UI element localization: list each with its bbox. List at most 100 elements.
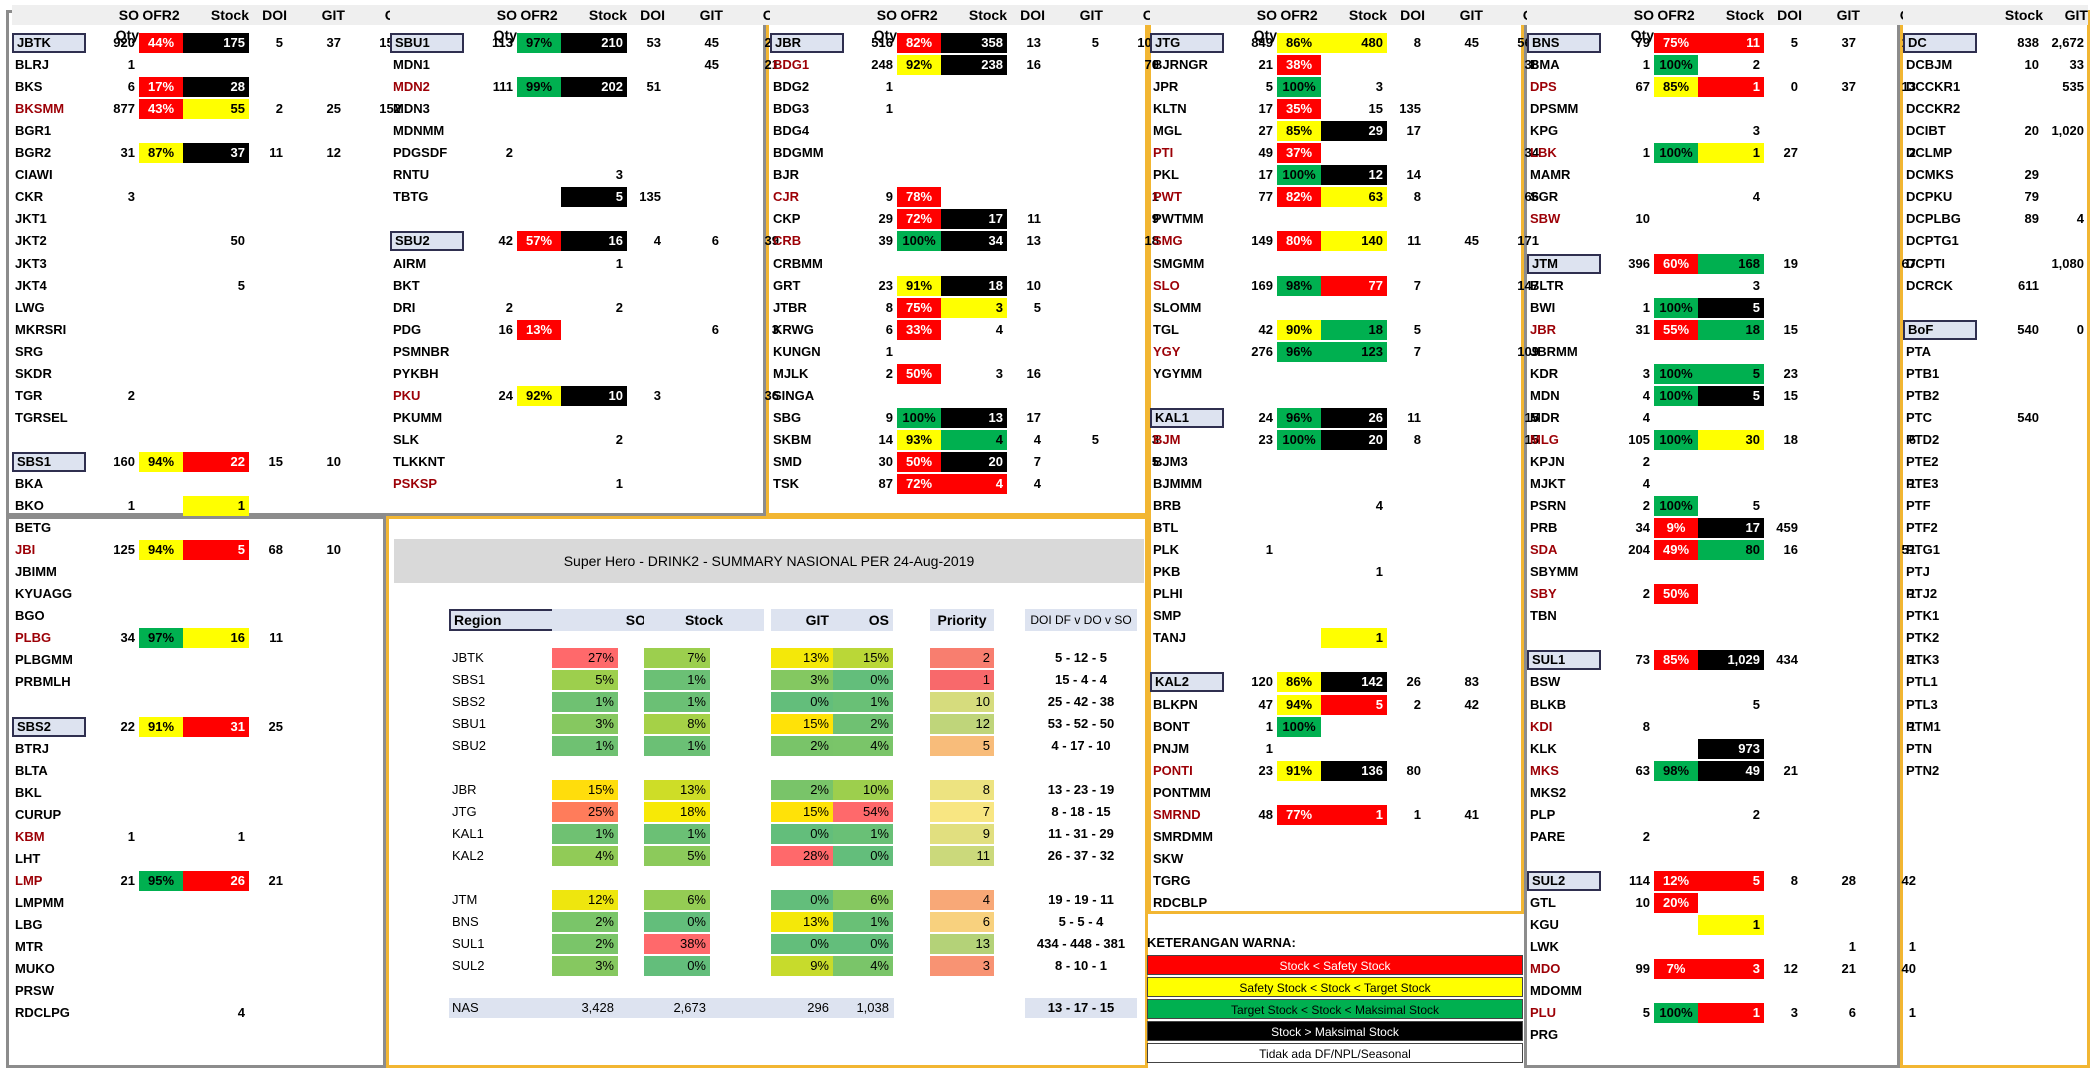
table-row: MKS 63 98% 49 21 bbox=[1527, 760, 1920, 781]
table-row: RNTU 3 bbox=[390, 165, 783, 185]
cell-o bbox=[1654, 695, 1698, 715]
summary-pr: 6 bbox=[930, 912, 994, 932]
branch-name: PRBMLH bbox=[15, 674, 71, 690]
table-row: BJR bbox=[770, 165, 1163, 185]
cell-s bbox=[1321, 386, 1387, 406]
cell-d bbox=[1764, 606, 1802, 626]
cell-so bbox=[470, 276, 517, 296]
legend-item: Target Stock < Stock < Maksimal Stock bbox=[1147, 999, 1523, 1019]
cell-d bbox=[249, 55, 287, 75]
cell-so: 67 bbox=[1635, 79, 1650, 95]
header-g: GIT bbox=[2064, 7, 2088, 23]
cell-d: 3 bbox=[1790, 1005, 1798, 1021]
cell-d bbox=[1387, 254, 1425, 274]
branch-name bbox=[1527, 628, 1607, 648]
cell-s: 838 bbox=[2017, 35, 2039, 50]
table-row: TANJ 1 bbox=[1150, 628, 1543, 649]
summary-so: 3% bbox=[552, 956, 618, 976]
cell-o bbox=[1654, 209, 1698, 229]
cell-o bbox=[1654, 672, 1698, 692]
branch-name: BLKB bbox=[1530, 696, 1567, 712]
cell-s: 5 bbox=[1698, 363, 1764, 384]
color-legend: KETERANGAN WARNA: Stock < Safety Stock Sa… bbox=[1147, 933, 1523, 1063]
table-row: PTE3 bbox=[1903, 474, 2088, 494]
branch-name: TLKKNT bbox=[393, 453, 445, 469]
cell-os bbox=[345, 496, 405, 516]
cell-d: 4 bbox=[653, 233, 661, 249]
branch-name: KRWG bbox=[773, 321, 814, 337]
summary-git: 28% bbox=[771, 846, 833, 866]
cell-g bbox=[2043, 474, 2088, 494]
summary-git: 0% bbox=[771, 824, 833, 844]
cell-s bbox=[1983, 342, 2043, 362]
cell-o: 100% bbox=[1277, 716, 1321, 737]
cell-o: 94% bbox=[139, 451, 183, 472]
cell-o bbox=[1654, 408, 1698, 428]
cell-so bbox=[92, 209, 139, 229]
table-row: PTI 49 37% 34 bbox=[1150, 143, 1543, 164]
cell-so bbox=[92, 408, 139, 428]
table-row: YGYMM bbox=[1150, 364, 1543, 384]
cell-d bbox=[249, 231, 287, 251]
cell-so: 5 bbox=[1265, 79, 1273, 95]
table-row: SINGA bbox=[770, 386, 1163, 406]
cell-so bbox=[850, 165, 897, 185]
cell-so bbox=[92, 849, 139, 869]
cell-o bbox=[1277, 540, 1321, 560]
cell-o bbox=[139, 298, 183, 318]
cell-os bbox=[1860, 893, 1920, 913]
cell-so: 248 bbox=[871, 57, 893, 73]
cell-s: 16 bbox=[561, 231, 627, 252]
cell-o: 9% bbox=[1654, 518, 1698, 539]
cell-d bbox=[1387, 628, 1425, 648]
cell-g bbox=[287, 959, 345, 979]
cell-s: 34 bbox=[941, 231, 1007, 252]
cell-d bbox=[627, 99, 665, 119]
cell-d: 4 bbox=[1033, 476, 1041, 491]
cell-g bbox=[1045, 276, 1103, 296]
cell-o bbox=[897, 342, 941, 362]
branch-name: PDGSDF bbox=[393, 145, 448, 161]
branch-name: PTK3 bbox=[1906, 652, 1940, 668]
cell-so: 42 bbox=[498, 233, 513, 249]
cell-g bbox=[1045, 55, 1103, 75]
table-row: LBG bbox=[12, 915, 405, 935]
cell-d bbox=[249, 386, 287, 406]
cell-so bbox=[1230, 518, 1277, 538]
cell-g: 37 bbox=[1841, 35, 1856, 50]
summary-st: 1% bbox=[644, 692, 710, 712]
panel-header: SO QtyOFR2StockDOIGITOS bbox=[1150, 5, 1543, 43]
cell-g: 45 bbox=[1464, 35, 1479, 50]
header-so: SO Qty bbox=[493, 7, 517, 43]
branch-name: CIAWI bbox=[15, 167, 53, 183]
cell-g bbox=[1802, 276, 1860, 296]
branch-name: BMA bbox=[1530, 57, 1560, 73]
table-row: PRB 34 9% 17 459 bbox=[1527, 518, 1920, 539]
cell-o: 20% bbox=[1654, 892, 1698, 913]
summary-row: SUL1 2% 38% 0% 0% 13 434 - 448 - 381 bbox=[389, 934, 1145, 956]
branch-name: PTL3 bbox=[1906, 696, 1938, 712]
cell-g bbox=[1425, 827, 1483, 847]
cell-s: 5 bbox=[561, 187, 627, 208]
cell-d: 2 bbox=[275, 101, 283, 117]
cell-so: 73 bbox=[1635, 652, 1650, 668]
cell-os: 1 bbox=[1908, 718, 1916, 734]
cell-d bbox=[627, 55, 665, 75]
header-s: Stock bbox=[1348, 7, 1387, 23]
cell-o: 100% bbox=[1654, 429, 1698, 450]
summary-os: 6% bbox=[833, 890, 893, 910]
table-row: PRSW bbox=[12, 981, 405, 1001]
header-o: OFR2 bbox=[900, 7, 938, 23]
region-name: SBU2 bbox=[390, 231, 464, 252]
cell-so: 3 bbox=[1642, 365, 1650, 381]
cell-so: 1 bbox=[1642, 57, 1650, 73]
cell-d bbox=[249, 650, 287, 670]
cell-g: 42 bbox=[1464, 696, 1479, 712]
cell-so: 6 bbox=[127, 79, 135, 95]
cell-g bbox=[1802, 783, 1860, 803]
cell-d: 15 bbox=[1783, 387, 1798, 403]
cell-s bbox=[1321, 143, 1387, 163]
cell-d: 15 bbox=[268, 453, 283, 469]
branch-name: DCBJM bbox=[1906, 57, 1953, 73]
cell-d bbox=[627, 209, 665, 229]
